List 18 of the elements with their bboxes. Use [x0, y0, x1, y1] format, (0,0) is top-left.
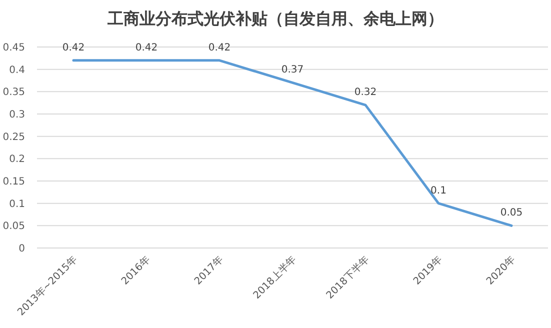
data-label: 0.42: [62, 42, 85, 54]
data-label: 0.05: [500, 208, 523, 219]
data-label: 0.42: [208, 42, 231, 54]
y-tick-label: 0.4: [9, 64, 25, 76]
data-label: 0.42: [135, 42, 158, 54]
y-tick-label: 0.15: [2, 176, 25, 188]
chart-title: 工商业分布式光伏补贴（自发自用、余电上网）: [106, 9, 444, 28]
data-label: 0.32: [354, 87, 377, 98]
y-tick-label: 0.35: [2, 87, 25, 98]
y-tick-label: 0.2: [9, 154, 25, 166]
y-tick-label: 0.1: [9, 198, 25, 210]
y-tick-label: 0.3: [9, 110, 25, 120]
y-tick-label: 0.45: [2, 42, 25, 54]
data-label: 0.1: [430, 185, 446, 196]
y-tick-label: 0: [18, 244, 25, 254]
y-tick-label: 0.05: [2, 221, 25, 232]
data-label: 0.37: [281, 64, 304, 76]
y-tick-label: 0.25: [2, 132, 25, 143]
